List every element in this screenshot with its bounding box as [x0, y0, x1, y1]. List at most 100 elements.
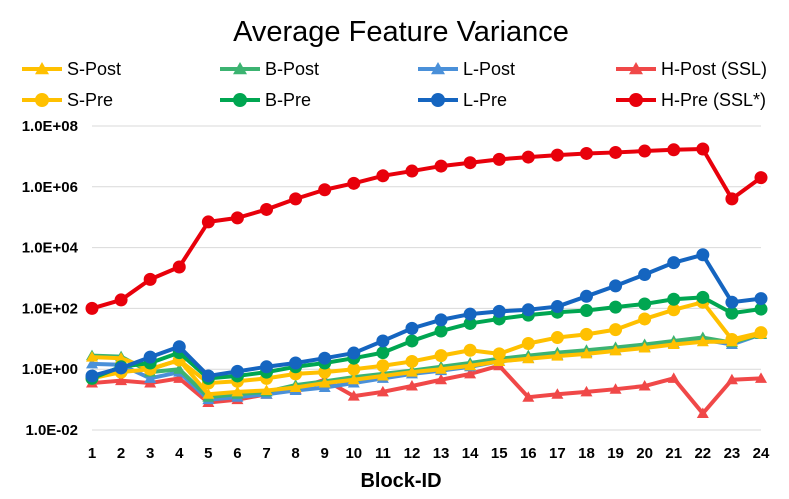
series-l-pre [85, 248, 768, 383]
data-point [638, 297, 652, 311]
y-tick-label: 1.0E+00 [22, 361, 78, 378]
data-point [492, 347, 506, 361]
data-point [609, 279, 623, 293]
data-point [464, 359, 477, 371]
data-point [231, 385, 244, 397]
x-tick-label: 4 [175, 445, 184, 462]
legend-item: H-Post (SSL) [616, 59, 767, 79]
data-point [434, 349, 448, 363]
data-point [173, 372, 186, 383]
data-point [609, 323, 623, 337]
x-tick-label: 1 [88, 445, 96, 462]
data-point [696, 335, 709, 347]
data-point [522, 391, 535, 402]
data-point [173, 363, 186, 374]
data-point [289, 192, 303, 206]
x-tick-label: 23 [724, 445, 741, 462]
data-point [435, 373, 448, 385]
data-point [580, 347, 593, 359]
data-point [144, 372, 157, 383]
legend-label: B-Pre [265, 90, 311, 110]
data-point [86, 351, 98, 362]
data-point [463, 307, 477, 321]
data-point [580, 385, 593, 397]
legend-label: L-Post [463, 59, 515, 79]
data-point [347, 373, 360, 385]
legend-item: L-Pre [418, 90, 507, 110]
data-point [318, 377, 331, 388]
x-tick-label: 5 [204, 445, 212, 462]
data-point [201, 369, 215, 383]
data-point [289, 381, 302, 393]
legend-swatch-marker [35, 62, 49, 75]
data-point [435, 363, 448, 374]
data-point [550, 331, 564, 345]
data-point [521, 303, 535, 317]
data-point [667, 303, 681, 317]
data-point [202, 388, 215, 399]
data-point [725, 295, 739, 309]
data-point [347, 362, 361, 376]
data-point [638, 144, 652, 158]
x-tick-label: 12 [404, 445, 421, 462]
x-tick-label: 19 [607, 445, 624, 462]
x-tick-label: 8 [291, 445, 299, 462]
series-s-post [86, 327, 767, 399]
data-point [143, 350, 157, 364]
data-point [318, 365, 332, 379]
x-tick-label: 21 [665, 445, 682, 462]
data-point [725, 332, 739, 346]
data-point [405, 321, 419, 335]
x-tick-label: 15 [491, 445, 508, 462]
y-axis: 1.0E-02 1.0E+00 1.0E+02 1.0E+04 1.0E+06 1.0E+… [22, 118, 79, 439]
data-point [376, 369, 389, 381]
data-point [434, 324, 448, 338]
legend-item: H-Pre (SSL*) [616, 90, 766, 110]
series-h-pre-ssl [85, 142, 768, 315]
x-tick-label: 13 [433, 445, 450, 462]
data-point [492, 152, 506, 166]
data-point [230, 211, 244, 225]
data-point [85, 369, 99, 383]
legend-item: L-Post [418, 59, 515, 79]
series-line [91, 295, 762, 381]
x-tick-label: 6 [233, 445, 241, 462]
x-tick-label: 9 [321, 445, 329, 462]
data-point [579, 146, 593, 160]
data-point [609, 300, 623, 314]
x-tick-label: 20 [636, 445, 653, 462]
x-tick-label: 22 [694, 445, 711, 462]
data-point [376, 169, 390, 183]
legend-item: S-Post [22, 59, 121, 79]
data-point [376, 385, 389, 397]
x-tick-label: 17 [549, 445, 566, 462]
data-point [754, 292, 768, 306]
data-point [347, 390, 360, 401]
data-point [667, 143, 681, 157]
data-point [667, 338, 680, 349]
y-tick-label: 1.0E-02 [25, 422, 78, 439]
data-point [754, 326, 768, 340]
legend-label: H-Post (SSL) [661, 59, 767, 79]
data-point [230, 364, 244, 378]
data-point [638, 380, 651, 391]
data-point [696, 248, 710, 262]
data-point [463, 156, 477, 170]
data-point [551, 350, 564, 361]
data-point [347, 346, 361, 360]
legend-swatch-marker [431, 62, 445, 75]
y-tick-label: 1.0E+02 [22, 300, 78, 317]
data-point [464, 367, 477, 379]
data-point [521, 150, 535, 164]
data-point [405, 366, 418, 377]
data-point [579, 304, 593, 318]
data-point [609, 344, 622, 356]
data-point [521, 337, 535, 351]
legend-label: B-Post [265, 59, 319, 79]
data-point [638, 268, 652, 282]
legend-swatch-marker [233, 62, 247, 75]
y-tick-label: 1.0E+06 [22, 179, 78, 196]
series-line [91, 331, 762, 397]
data-point [579, 327, 593, 341]
data-point [492, 304, 506, 318]
